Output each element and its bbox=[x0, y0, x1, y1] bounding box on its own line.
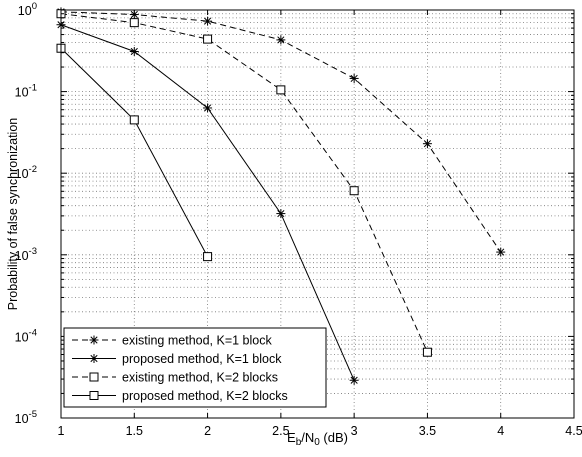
y-tick-label: 10-5 bbox=[15, 409, 37, 426]
x-tick-label: 2 bbox=[204, 424, 211, 438]
data-point bbox=[422, 139, 432, 149]
data-point bbox=[276, 85, 286, 95]
legend-entry: proposed method, K=1 block bbox=[122, 352, 282, 366]
legend-entry: proposed method, K=2 blocks bbox=[122, 389, 288, 403]
x-tick-label: 3.5 bbox=[419, 424, 436, 438]
legend-entry: existing method, K=2 blocks bbox=[122, 371, 278, 385]
data-point bbox=[276, 35, 286, 45]
legend-marker bbox=[89, 391, 99, 400]
data-point bbox=[349, 186, 359, 196]
y-tick-label: 10-2 bbox=[15, 164, 37, 181]
data-point bbox=[129, 18, 139, 28]
data-point bbox=[349, 375, 359, 385]
y-tick-label: 10-1 bbox=[15, 83, 37, 100]
data-point bbox=[203, 16, 213, 26]
data-point bbox=[422, 347, 432, 357]
x-tick-label: 1.5 bbox=[126, 424, 143, 438]
legend-entry: existing method, K=1 block bbox=[122, 334, 272, 348]
legend-marker bbox=[89, 335, 99, 345]
data-point bbox=[203, 103, 213, 113]
data-point bbox=[203, 252, 213, 262]
x-tick-label: 4.5 bbox=[565, 424, 582, 438]
legend-marker bbox=[89, 354, 99, 363]
series-line bbox=[60, 13, 428, 353]
axis-ticks bbox=[60, 9, 575, 419]
y-tick-label: 100 bbox=[18, 1, 37, 18]
y-tick-label: 10-4 bbox=[15, 327, 37, 344]
x-tick-label: 1 bbox=[58, 424, 65, 438]
x-tick-label: 2.5 bbox=[272, 424, 289, 438]
y-axis-label: Probability of false synchronization bbox=[6, 118, 20, 311]
data-point bbox=[276, 209, 286, 219]
data-point bbox=[203, 34, 213, 44]
x-tick-labels: 1 1.5 2 2.5 3 3.5 4 4.5 bbox=[58, 424, 582, 438]
x-tick-label: 3 bbox=[351, 424, 358, 438]
y-tick-labels: 100 10-1 10-2 10-3 10-4 10-5 bbox=[15, 1, 37, 426]
data-point bbox=[349, 73, 359, 83]
x-axis-label: Eb/N0 (dB) bbox=[287, 430, 348, 448]
y-tick-label: 10-3 bbox=[15, 246, 37, 263]
legend-marker bbox=[89, 372, 99, 382]
x-tick-label: 4 bbox=[497, 424, 504, 438]
plot-frame bbox=[60, 9, 575, 419]
data-point bbox=[496, 247, 506, 257]
data-point bbox=[129, 47, 139, 57]
legend: existing method, K=1 block proposed metho… bbox=[63, 327, 327, 408]
data-point bbox=[129, 115, 139, 125]
legend-box bbox=[63, 327, 327, 408]
